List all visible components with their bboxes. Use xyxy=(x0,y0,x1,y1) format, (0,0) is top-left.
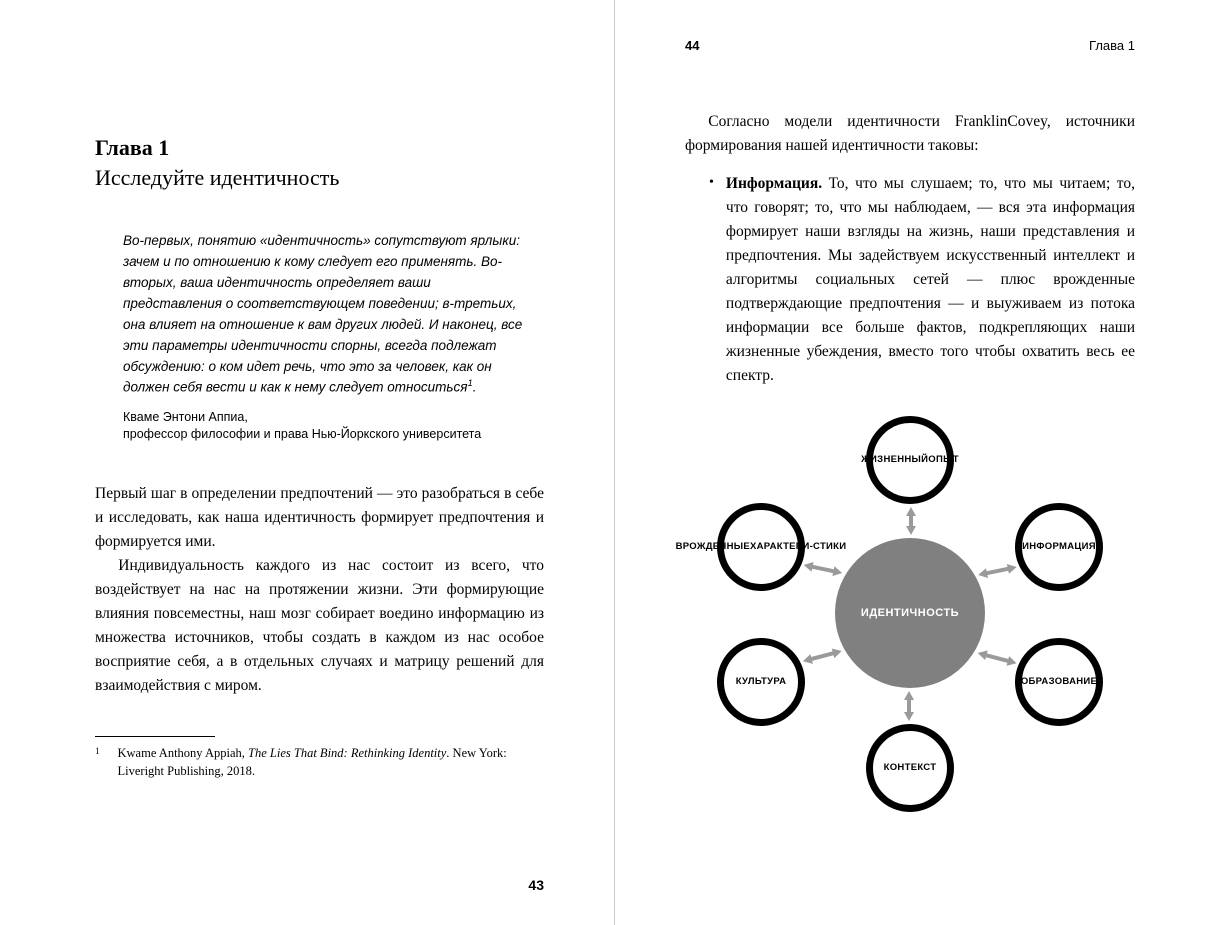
bullet-marker: • xyxy=(709,175,714,388)
bullet-text: Информация. То, что мы слушаем; то, что … xyxy=(726,172,1135,388)
page-number: 43 xyxy=(528,877,544,893)
footnote-number: 1 xyxy=(95,745,100,780)
footnote-rule xyxy=(95,736,215,737)
diagram-outer-node: КУЛЬТУРА xyxy=(717,638,805,726)
body-paragraph-1: Первый шаг в определении предпочтений — … xyxy=(95,482,544,554)
epigraph-author-title: профессор философии и права Нью-Йоркског… xyxy=(123,427,481,441)
bullet-item: • Информация. То, что мы слушаем; то, чт… xyxy=(709,172,1135,388)
epigraph-text: Во-первых, понятию «идентичность» сопутс… xyxy=(123,231,524,399)
diagram-outer-node: КОНТЕКСТ xyxy=(866,724,954,812)
page-number: 44 xyxy=(685,38,699,53)
diagram-outer-node: ВРОЖДЕННЫЕХАРАКТЕРИ-СТИКИ xyxy=(717,503,805,591)
epigraph-author-name: Кваме Энтони Аппиа, xyxy=(123,410,248,424)
right-body: Согласно модели идентичности FranklinCov… xyxy=(685,110,1135,818)
left-page: Глава 1 Исследуйте идентичность Во-первы… xyxy=(0,0,615,925)
bullet-body: То, что мы слушаем; то, что мы читаем; т… xyxy=(726,175,1135,384)
diagram-arrow xyxy=(904,691,916,721)
chapter-title: Исследуйте идентичность xyxy=(95,165,544,191)
footnote: 1 Kwame Anthony Appiah, The Lies That Bi… xyxy=(95,745,544,780)
bullet-bold-lead: Информация. xyxy=(726,175,822,192)
diagram-arrow xyxy=(803,560,844,580)
body-paragraph-1: Согласно модели идентичности FranklinCov… xyxy=(685,110,1135,158)
epigraph-block: Во-первых, понятию «идентичность» сопутс… xyxy=(123,231,524,444)
diagram-outer-node: ЖИЗНЕННЫЙОПЫТ xyxy=(866,416,954,504)
running-head: 44 Глава 1 xyxy=(685,38,1135,53)
diagram-arrow xyxy=(904,507,916,535)
running-head-title: Глава 1 xyxy=(1089,38,1135,53)
diagram-center-node: ИДЕНТИЧНОСТЬ xyxy=(835,538,985,688)
epigraph-author: Кваме Энтони Аппиа, профессор философии … xyxy=(123,409,524,444)
right-page: 44 Глава 1 Согласно модели идентичности … xyxy=(615,0,1230,925)
diagram-outer-node: ИНФОРМАЦИЯ xyxy=(1015,503,1103,591)
chapter-number: Глава 1 xyxy=(95,135,544,161)
body-paragraph-2: Индивидуальность каждого из нас состоит … xyxy=(95,554,544,698)
diagram-arrow xyxy=(976,646,1018,668)
epigraph-body: Во-первых, понятию «идентичность» сопутс… xyxy=(123,233,522,395)
diagram-arrow xyxy=(976,560,1017,580)
identity-diagram: ИДЕНТИЧНОСТЬ ЖИЗНЕННЫЙОПЫТ ИНФОРМАЦИЯ ОБРА… xyxy=(690,408,1130,818)
footnote-text: Kwame Anthony Appiah, The Lies That Bind… xyxy=(118,745,545,780)
diagram-outer-node: ОБРАЗОВАНИЕ xyxy=(1015,638,1103,726)
diagram-arrow xyxy=(802,646,844,668)
